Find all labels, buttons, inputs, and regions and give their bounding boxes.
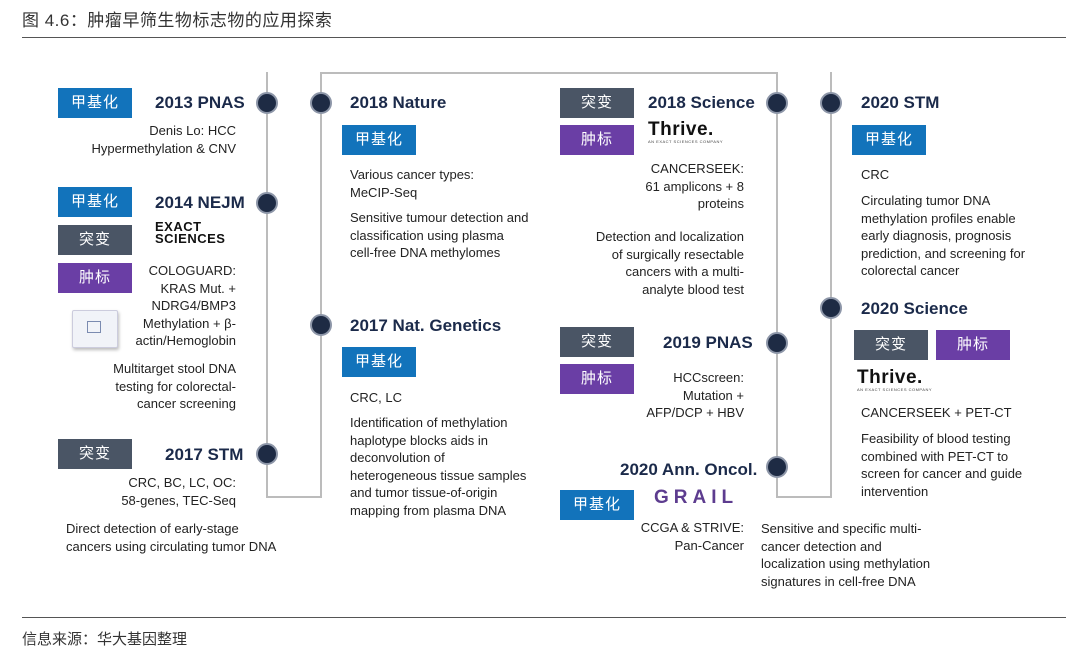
thrive-logo-text: Thrive. bbox=[857, 367, 923, 388]
tag-methylation: 甲基化 bbox=[852, 125, 926, 155]
tag-methylation: 甲基化 bbox=[342, 125, 416, 155]
event-text-2018-science-detail: CANCERSEEK: 61 amplicons + 8 proteins bbox=[645, 161, 744, 211]
tag-mutation: 突变 bbox=[58, 439, 132, 469]
event-text-2017-nat-genetics-detail: CRC, LC bbox=[350, 390, 403, 405]
timeline-line-2 bbox=[320, 72, 322, 498]
event-title-2020-stm: 2020 STM bbox=[861, 93, 940, 112]
tag-tumor-marker: 肿标 bbox=[936, 330, 1010, 360]
event-text-2018-nature-summary: Sensitive tumour detection and classific… bbox=[350, 210, 529, 260]
source-note: 信息来源：华大基因整理 bbox=[22, 631, 188, 648]
timeline-dot bbox=[820, 92, 842, 114]
event-text-2020-stm-detail: CRC bbox=[861, 167, 890, 182]
event-title-2018-nature: 2018 Nature bbox=[350, 93, 447, 112]
figure-title: 图 4.6：肿瘤早筛生物标志物的应用探索 bbox=[22, 11, 333, 30]
timeline-line-4 bbox=[830, 72, 832, 498]
event-title-2014-nejm: 2014 NEJM bbox=[155, 193, 245, 212]
timeline-dot bbox=[310, 92, 332, 114]
tag-tumor-marker: 肿标 bbox=[560, 125, 634, 155]
timeline-dot bbox=[310, 314, 332, 336]
timeline-dot bbox=[820, 297, 842, 319]
tag-mutation: 突变 bbox=[58, 225, 132, 255]
event-title-2020-science: 2020 Science bbox=[861, 299, 968, 318]
event-text-2013-pnas: Denis Lo: HCC Hypermethylation & CNV bbox=[91, 123, 237, 156]
thrive-logo-text: Thrive. bbox=[648, 119, 714, 140]
event-text-2020-ann-oncol-detail: CCGA & STRIVE: Pan-Cancer bbox=[640, 520, 744, 553]
timeline-connector-3 bbox=[776, 496, 832, 498]
tag-methylation: 甲基化 bbox=[560, 490, 634, 520]
event-text-2020-ann-oncol-summary: Sensitive and specific multi- cancer det… bbox=[761, 521, 931, 589]
timeline-dot bbox=[766, 456, 788, 478]
thrive-logo: Thrive. AN EXACT SCIENCES COMPANY bbox=[857, 367, 933, 392]
event-text-2014-nejm-detail: COLOGUARD: KRAS Mut. + NDRG4/BMP3 Methyl… bbox=[135, 263, 236, 348]
tag-mutation: 突变 bbox=[560, 327, 634, 357]
grail-logo: GRAIL bbox=[654, 487, 739, 508]
timeline-connector-2 bbox=[320, 72, 778, 74]
footer-rule bbox=[22, 617, 1066, 618]
event-title-2018-science: 2018 Science bbox=[648, 93, 755, 112]
thrive-logo-subtext: AN EXACT SCIENCES COMPANY bbox=[857, 387, 933, 392]
exact-sciences-logo: EXACT SCIENCES bbox=[155, 219, 226, 246]
tag-tumor-marker: 肿标 bbox=[560, 364, 634, 394]
tag-methylation: 甲基化 bbox=[58, 88, 132, 118]
event-text-2017-stm-summary: Direct detection of early-stage cancers … bbox=[66, 521, 277, 554]
header-rule bbox=[22, 37, 1066, 38]
tag-tumor-marker: 肿标 bbox=[58, 263, 132, 293]
timeline-connector-1 bbox=[266, 496, 322, 498]
event-text-2017-nat-genetics-summary: Identification of methylation haplotype … bbox=[350, 415, 527, 518]
event-title-2017-stm: 2017 STM bbox=[165, 445, 244, 464]
timeline-line-1 bbox=[266, 72, 268, 498]
tag-methylation: 甲基化 bbox=[58, 187, 132, 217]
event-text-2020-science-detail: CANCERSEEK + PET-CT bbox=[861, 405, 1012, 420]
timeline-dot bbox=[256, 192, 278, 214]
timeline-dot bbox=[256, 443, 278, 465]
event-title-2019-pnas: 2019 PNAS bbox=[663, 333, 753, 352]
event-text-2014-nejm-summary: Multitarget stool DNA testing for colore… bbox=[113, 361, 236, 411]
event-title-2020-ann-oncol: 2020 Ann. Oncol. bbox=[620, 460, 758, 479]
timeline-dot bbox=[256, 92, 278, 114]
thrive-logo: Thrive. AN EXACT SCIENCES COMPANY bbox=[648, 119, 724, 144]
tag-mutation: 突变 bbox=[560, 88, 634, 118]
event-text-2020-stm-summary: Circulating tumor DNA methylation profil… bbox=[861, 193, 1026, 278]
timeline-dot bbox=[766, 332, 788, 354]
event-title-2013-pnas: 2013 PNAS bbox=[155, 93, 245, 112]
tag-methylation: 甲基化 bbox=[342, 347, 416, 377]
event-text-2020-science-summary: Feasibility of blood testing combined wi… bbox=[861, 431, 1023, 499]
event-title-2017-nat-genetics: 2017 Nat. Genetics bbox=[350, 316, 502, 335]
event-text-2018-nature-detail: Various cancer types: MeCIP-Seq bbox=[350, 167, 475, 200]
event-text-2018-science-summary: Detection and localization of surgically… bbox=[595, 229, 744, 297]
thrive-logo-subtext: AN EXACT SCIENCES COMPANY bbox=[648, 139, 724, 144]
event-text-2017-stm-detail: CRC, BC, LC, OC: 58-genes, TEC-Seq bbox=[121, 475, 236, 508]
timeline-line-3 bbox=[776, 72, 778, 498]
tag-mutation: 突变 bbox=[854, 330, 928, 360]
cologuard-kit-image bbox=[72, 310, 118, 348]
timeline-dot bbox=[766, 92, 788, 114]
event-text-2019-pnas: HCCscreen: Mutation + AFP/DCP + HBV bbox=[646, 370, 744, 420]
